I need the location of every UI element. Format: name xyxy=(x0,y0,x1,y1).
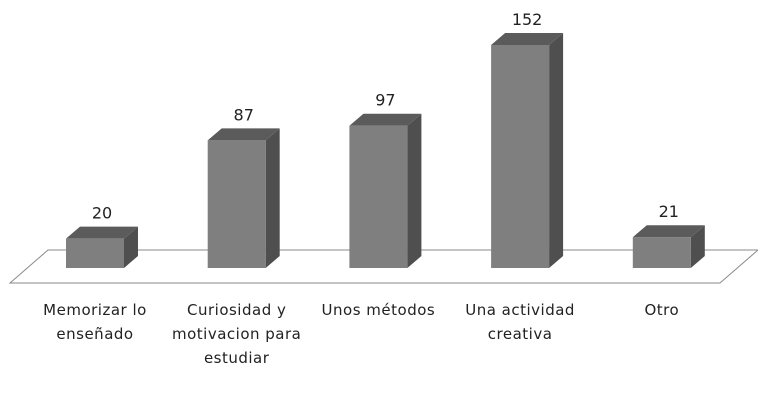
bar-front xyxy=(632,237,691,268)
data-label: 21 xyxy=(659,202,679,221)
bar xyxy=(632,225,705,268)
bar-side xyxy=(265,128,280,268)
category-label: Otro xyxy=(644,301,680,319)
bar xyxy=(491,33,564,268)
data-label: 97 xyxy=(375,91,395,110)
category-label: Unos métodos xyxy=(321,301,436,319)
category-label: Memorizar lo enseñado xyxy=(43,301,147,343)
bar-top xyxy=(207,128,280,141)
bar-front xyxy=(491,45,550,268)
bar-top xyxy=(632,225,705,238)
bar-side xyxy=(690,225,705,268)
data-label: 87 xyxy=(234,105,254,124)
bar xyxy=(66,226,138,268)
bar-top xyxy=(66,226,138,239)
category-label: Una actividad creativa xyxy=(465,301,575,343)
data-label: 20 xyxy=(92,204,112,223)
category-label: Curiosidad y motivacion para estudiar xyxy=(172,301,302,367)
bar xyxy=(207,128,280,268)
bar-front xyxy=(349,125,408,268)
bar-side xyxy=(549,33,564,268)
bar-top xyxy=(349,113,422,126)
bar-side xyxy=(407,113,422,268)
data-label: 152 xyxy=(512,10,543,29)
bar-side xyxy=(124,226,138,268)
bar-front xyxy=(66,238,124,268)
bar-front xyxy=(207,140,266,268)
bar xyxy=(349,113,422,268)
bar-top xyxy=(491,33,564,45)
floor xyxy=(8,249,758,284)
